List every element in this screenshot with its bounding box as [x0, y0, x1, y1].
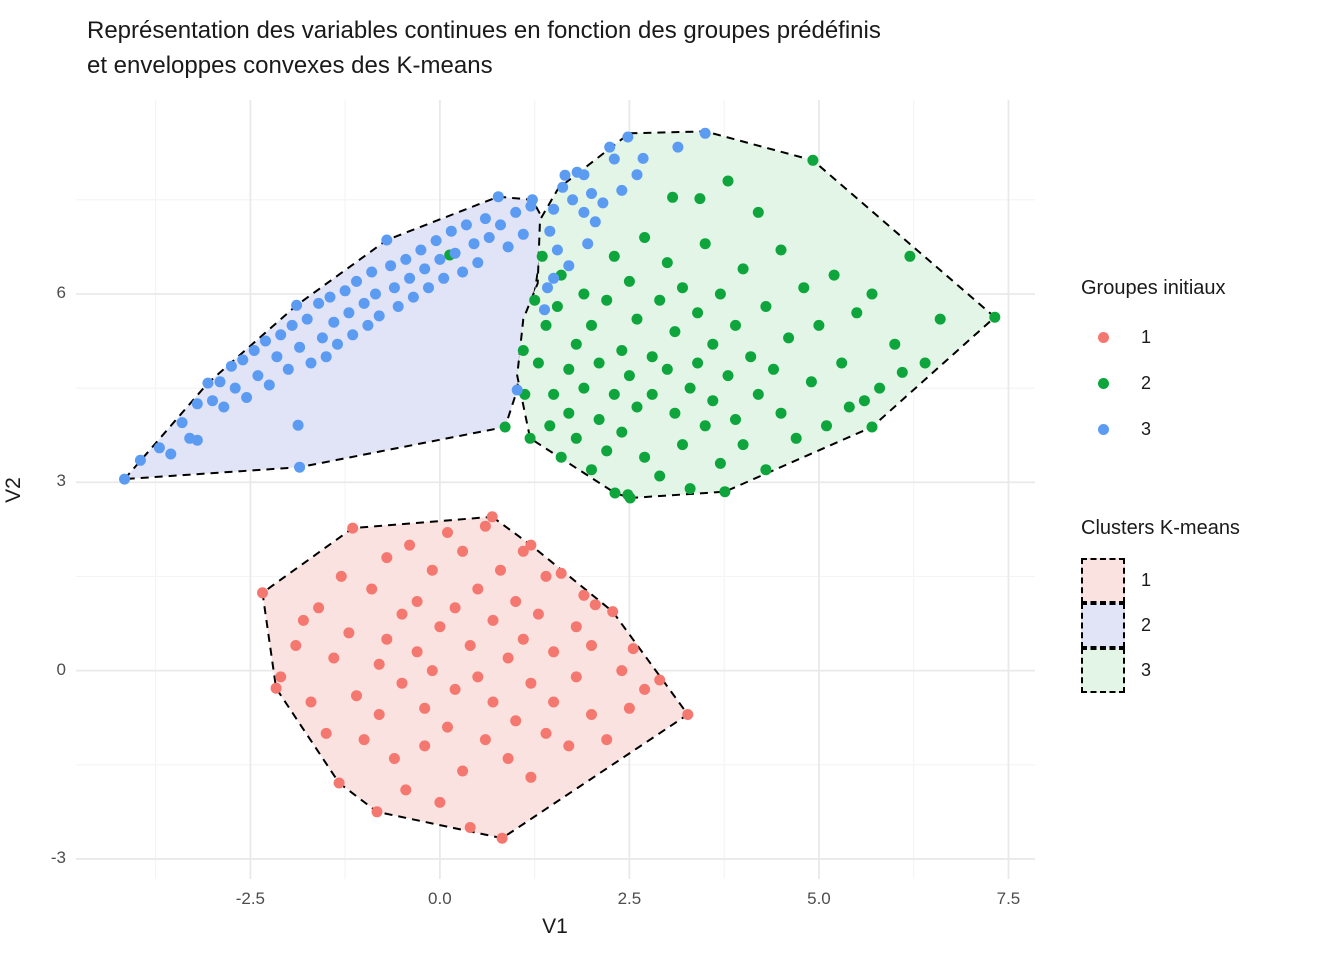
hull-cluster-3 [516, 130, 997, 500]
points-group-1 [257, 511, 694, 844]
x-tick-label: 7.5 [996, 889, 1021, 908]
chart-panel [76, 100, 1035, 879]
group-3-dot-icon [1098, 423, 1109, 435]
plot-title-line2: et enveloppes convexes des K-means [87, 52, 493, 79]
cluster-2-swatch-icon [1081, 603, 1125, 648]
points-group-2 [444, 154, 1001, 504]
group-2-dot-icon [1098, 377, 1109, 389]
legend-cluster-label: 2 [1141, 615, 1152, 635]
x-tick-label: 5.0 [807, 889, 831, 908]
plot-title: Représentation des variables continues e… [87, 13, 881, 83]
legend-cluster-item-1: 1 [1081, 558, 1240, 603]
legend-group-item-1: 1 [1081, 314, 1226, 360]
legend-cluster-item-3: 3 [1081, 648, 1240, 693]
legend-groups: Groupes initiaux 1 2 3 [1081, 277, 1226, 452]
legend-cluster-label: 1 [1141, 570, 1152, 590]
x-tick-label: 0.0 [428, 889, 452, 908]
kmeans-hulls [122, 130, 997, 840]
plot-title-line1: Représentation des variables continues e… [87, 17, 881, 44]
cluster-3-swatch-icon [1081, 648, 1125, 693]
y-axis-title: V2 [2, 477, 25, 503]
legend-clusters: Clusters K-means 1 2 3 [1081, 517, 1240, 693]
group-1-dot-icon [1098, 331, 1109, 343]
legend-cluster-label: 3 [1141, 660, 1152, 680]
x-tick-label: -2.5 [235, 889, 265, 908]
legend-cluster-item-2: 2 [1081, 603, 1240, 648]
legend-group-item-2: 2 [1081, 360, 1226, 406]
legend-clusters-title: Clusters K-means [1081, 517, 1240, 539]
points-group-3 [119, 127, 711, 485]
legend-group-label: 2 [1141, 372, 1152, 393]
cluster-1-swatch-icon [1081, 558, 1125, 603]
legend-group-label: 3 [1141, 418, 1152, 439]
y-tick-label: 6 [56, 282, 66, 302]
legend-group-item-3: 3 [1081, 406, 1226, 452]
legend-group-label: 1 [1141, 326, 1152, 347]
y-tick-label: -3 [50, 847, 66, 867]
y-tick-label: 3 [56, 471, 66, 491]
y-tick-label: 0 [56, 659, 66, 679]
x-tick-label: 2.5 [617, 889, 642, 908]
x-axis-title: V1 [542, 915, 568, 938]
legend-groups-title: Groupes initiaux [1081, 277, 1226, 299]
